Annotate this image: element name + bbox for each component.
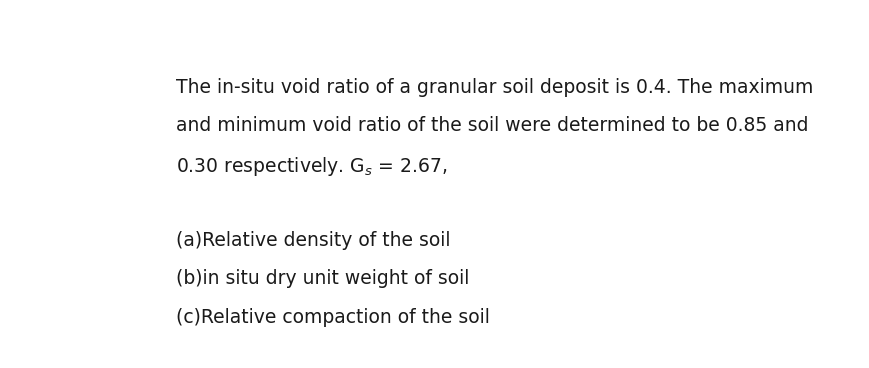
Text: (a)Relative density of the soil: (a)Relative density of the soil <box>176 231 450 250</box>
Text: 0.30 respectively. G$_s$ = 2.67,: 0.30 respectively. G$_s$ = 2.67, <box>176 155 448 178</box>
Text: and minimum void ratio of the soil were determined to be 0.85 and: and minimum void ratio of the soil were … <box>176 116 808 135</box>
Text: (c)Relative compaction of the soil: (c)Relative compaction of the soil <box>176 308 489 327</box>
Text: The in-situ void ratio of a granular soil deposit is 0.4. The maximum: The in-situ void ratio of a granular soi… <box>176 78 813 97</box>
Text: (b)in situ dry unit weight of soil: (b)in situ dry unit weight of soil <box>176 269 469 289</box>
